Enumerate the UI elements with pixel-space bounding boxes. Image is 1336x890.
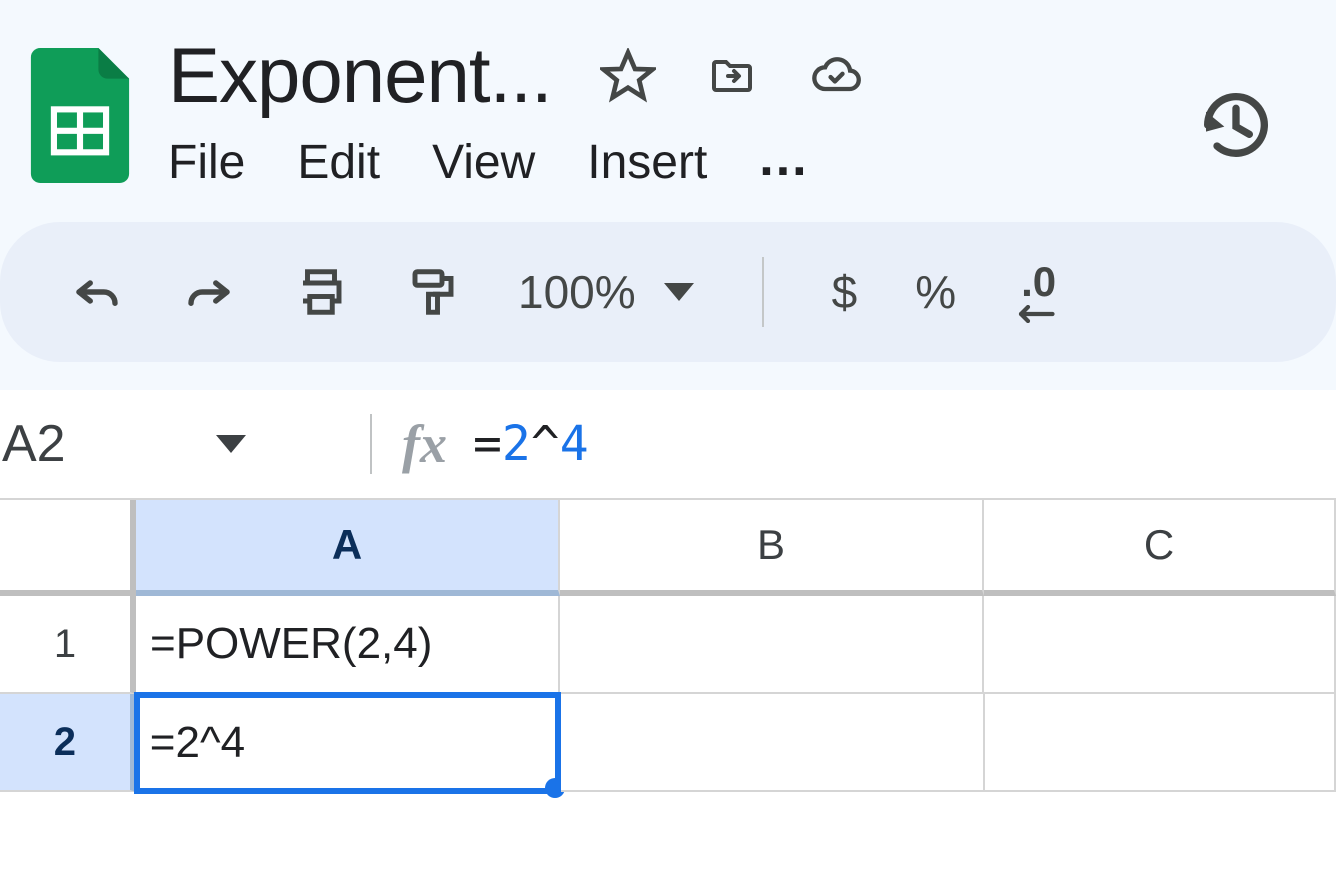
document-title[interactable]: Exponent... [168,30,552,121]
formula-token-num: 2 [502,416,531,472]
decrease-decimal-button[interactable]: .0 [1014,261,1056,323]
menu-view[interactable]: View [432,135,535,190]
redo-icon[interactable] [182,265,236,319]
column-header-B[interactable]: B [560,500,984,596]
spreadsheet-grid: A B C 1 =POWER(2,4) 2 =2^4 [0,498,1336,792]
cell-A2[interactable]: =2^4 [134,692,561,794]
column-header-C[interactable]: C [984,500,1336,596]
column-header-row: A B C [0,498,1336,596]
menu-insert[interactable]: Insert [587,135,707,190]
history-icon[interactable] [1196,85,1276,165]
zoom-value: 100% [518,265,636,319]
cell-B1[interactable] [560,596,984,694]
row-header-2[interactable]: 2 [0,694,136,792]
name-box-value: A2 [0,414,66,474]
grid-row: 1 =POWER(2,4) [0,596,1336,694]
formula-bar-separator [370,414,372,474]
chevron-down-icon [216,435,246,453]
percent-format-button[interactable]: % [915,265,956,319]
formula-input[interactable]: = 2 ^ 4 [473,416,589,472]
menu-edit[interactable]: Edit [297,135,380,190]
zoom-dropdown[interactable]: 100% [518,265,694,319]
toolbar: 100% $ % .0 [0,222,1336,362]
arrow-left-icon [1014,305,1056,323]
chevron-down-icon [664,283,694,301]
cell-C1[interactable] [984,596,1336,694]
decrease-decimal-label: .0 [1021,261,1056,303]
title-menu-block: Exponent... [168,30,864,190]
menu-file[interactable]: File [168,135,245,190]
move-folder-icon[interactable] [704,48,760,104]
toolbar-wrap: 100% $ % .0 [0,200,1336,362]
titlebar: Exponent... [0,0,1336,200]
grid-row: 2 =2^4 [0,694,1336,792]
formula-token-num: 4 [560,416,589,472]
cell-C2[interactable] [985,694,1336,792]
formula-bar: A2 fx = 2 ^ 4 [0,390,1336,498]
toolbar-separator [762,257,764,327]
formula-token-eq: = [473,416,502,472]
formula-token-caret: ^ [531,416,560,472]
name-box[interactable]: A2 [0,414,340,474]
row-header-1[interactable]: 1 [0,596,136,694]
title-row: Exponent... [168,30,864,121]
column-header-A[interactable]: A [136,500,560,596]
cell-B2[interactable] [561,694,984,792]
paint-format-icon[interactable] [406,265,460,319]
sheets-logo-icon[interactable] [30,48,130,183]
star-icon[interactable] [600,48,656,104]
menu-bar: File Edit View Insert ... [168,135,864,190]
print-icon[interactable] [294,265,348,319]
undo-icon[interactable] [70,265,124,319]
cloud-saved-icon[interactable] [808,48,864,104]
currency-format-button[interactable]: $ [832,265,858,319]
select-all-corner[interactable] [0,500,136,596]
fx-icon: fx [402,413,447,475]
app-header: Exponent... [0,0,1336,390]
cell-A1[interactable]: =POWER(2,4) [136,596,560,694]
